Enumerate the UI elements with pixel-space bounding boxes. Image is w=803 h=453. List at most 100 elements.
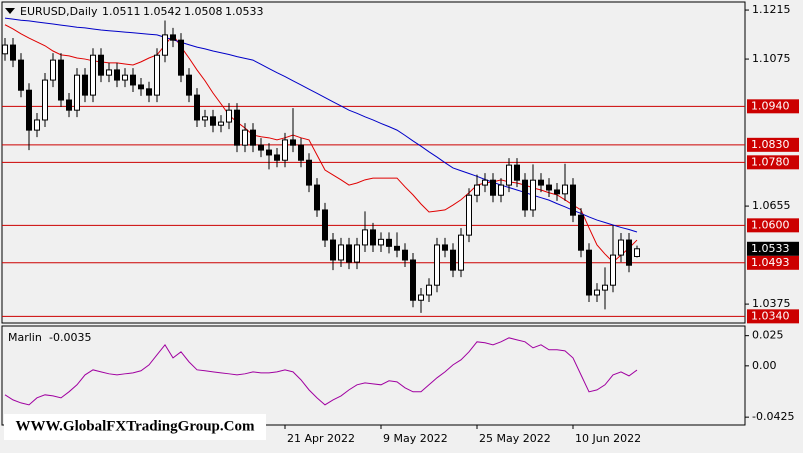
menu-triangle[interactable] xyxy=(5,8,15,14)
candle-body xyxy=(594,289,600,296)
candle-body xyxy=(554,189,560,195)
symbol-label: EURUSD,Daily xyxy=(20,5,98,18)
watermark-box xyxy=(4,414,266,440)
oscillator-tick-label: 0.00 xyxy=(752,359,777,372)
candle-body xyxy=(378,238,384,246)
level-label: 1.0940 xyxy=(751,99,790,112)
y-tick-label: 1.0655 xyxy=(752,199,791,212)
candle-body xyxy=(274,154,280,161)
candle-body xyxy=(338,244,344,261)
candle-body xyxy=(154,54,160,96)
oscillator-value: -0.0035 xyxy=(49,331,91,344)
plot-layer: 1.1215 1.1075 1.0655 1.0375 1.0940 1.0830 1.07… xyxy=(2,3,799,445)
candle-body xyxy=(178,39,184,76)
candle-body xyxy=(314,184,320,211)
candle-body xyxy=(66,99,72,111)
level-label: 1.0493 xyxy=(751,256,790,269)
candle-body xyxy=(370,229,376,246)
candle-body xyxy=(514,164,520,181)
open-value: 1.0511 xyxy=(102,5,141,18)
candle-body xyxy=(578,214,584,251)
candle-body xyxy=(410,259,416,301)
candle-body xyxy=(442,244,448,251)
candle-body xyxy=(98,54,104,76)
oscillator-tick-label: -0.0425 xyxy=(752,410,794,423)
y-tick-label: 1.1075 xyxy=(752,52,791,65)
candle-body xyxy=(602,284,608,291)
candle-body xyxy=(426,284,432,296)
candle-body xyxy=(418,294,424,301)
x-tick-label: 25 May 2022 xyxy=(479,432,551,445)
candle-body xyxy=(226,109,232,123)
candle-body xyxy=(210,116,216,126)
candle-body xyxy=(570,184,576,216)
high-value: 1.0542 xyxy=(143,5,182,18)
candle-body xyxy=(42,79,48,121)
level-label: 1.0780 xyxy=(751,155,790,168)
candle-body xyxy=(186,74,192,96)
candle-body xyxy=(18,59,24,91)
candle-body xyxy=(354,244,360,263)
candle-body xyxy=(474,184,480,196)
candle-body xyxy=(106,69,112,76)
candle-body xyxy=(458,234,464,271)
oscillator-tick-label: 0.025 xyxy=(752,329,784,342)
x-tick-label: 21 Apr 2022 xyxy=(287,432,355,445)
candle-body xyxy=(298,144,304,161)
level-label-box xyxy=(747,218,799,233)
price-label: 1.0533 xyxy=(751,242,790,255)
candle-body xyxy=(586,249,592,296)
candle-body xyxy=(50,59,56,81)
oscillator-name: Marlin xyxy=(8,331,42,344)
oscillator-line xyxy=(4,337,638,406)
candle-body xyxy=(130,74,136,86)
close-value: 1.0533 xyxy=(225,5,264,18)
candle-body xyxy=(546,184,552,191)
candle-body xyxy=(322,209,328,241)
candle-body xyxy=(202,116,208,121)
level-label: 1.0340 xyxy=(751,309,790,322)
candle-body xyxy=(490,179,496,196)
x-tick-label: 9 May 2022 xyxy=(383,432,448,445)
candle-body xyxy=(114,69,120,81)
candle-body xyxy=(498,184,504,196)
candle-body xyxy=(218,121,224,126)
candle-body xyxy=(34,119,40,131)
price-label-box xyxy=(747,241,799,256)
candle-body xyxy=(634,248,640,257)
candle-body xyxy=(170,34,176,41)
level-label-box xyxy=(747,99,799,114)
candle-body xyxy=(362,229,368,246)
candle-body xyxy=(138,84,144,90)
y-tick-label: 1.1215 xyxy=(752,3,791,16)
x-tick-label: 10 Jun 2022 xyxy=(575,432,641,445)
level-label: 1.0830 xyxy=(751,138,790,151)
candle-body xyxy=(282,139,288,161)
low-value: 1.0508 xyxy=(184,5,223,18)
candle-body xyxy=(266,149,272,156)
y-tick-label: 1.0375 xyxy=(752,297,791,310)
candle-body xyxy=(466,194,472,236)
candle-body xyxy=(506,164,512,186)
level-label-box xyxy=(747,255,799,270)
candle-body xyxy=(306,159,312,186)
level-label: 1.0600 xyxy=(751,218,790,231)
candle-body xyxy=(626,239,632,266)
candle-body xyxy=(250,129,256,146)
candle-body xyxy=(394,245,400,251)
candle-body xyxy=(258,144,264,151)
level-label-box xyxy=(747,309,799,324)
candle-body xyxy=(2,44,8,55)
level-label-box xyxy=(747,155,799,170)
candle-body xyxy=(562,184,568,195)
candle-body xyxy=(162,34,168,56)
candle-body xyxy=(122,74,128,81)
candle-body xyxy=(346,244,352,263)
candle-body xyxy=(434,244,440,286)
oscillator-panel xyxy=(1,325,746,426)
candle-body xyxy=(330,239,336,261)
candle-body xyxy=(538,179,544,186)
candle-body xyxy=(26,89,32,131)
candle-body xyxy=(450,249,456,271)
